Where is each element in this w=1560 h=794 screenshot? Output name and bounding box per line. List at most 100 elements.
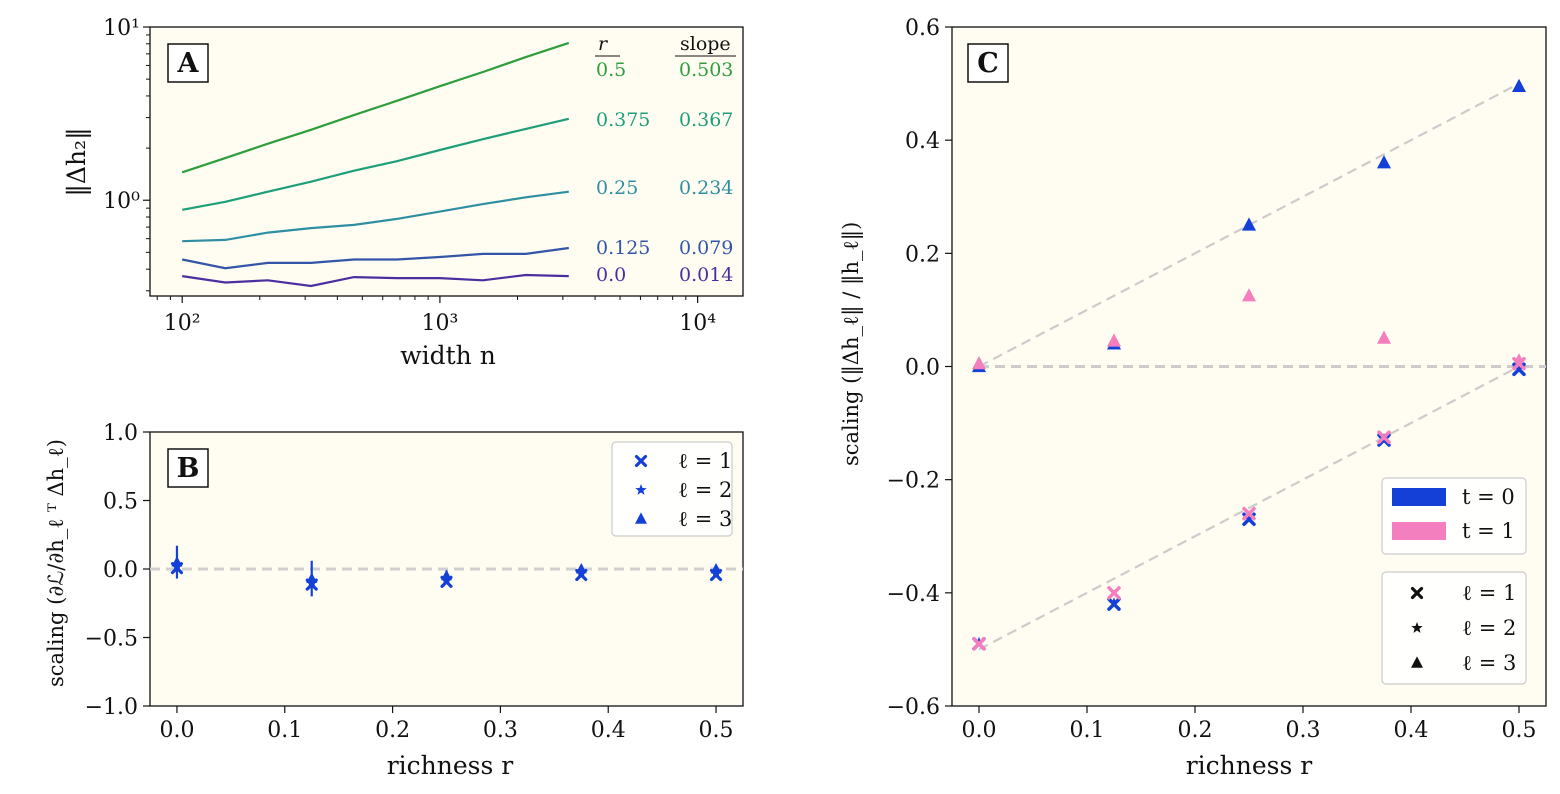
panel-c-point-t1-layer-3 (1377, 330, 1391, 344)
panel-b-y-axis-label: scaling (∂ℒ/∂h_ℓ ᵀ Δh_ℓ) (44, 439, 68, 687)
panel-b-y-tick-label: −1.0 (85, 695, 138, 720)
panel-a-table-slope-value: 0.014 (679, 264, 733, 286)
panel-b-legend-label: ℓ = 1 (678, 449, 732, 473)
panel-b-legend-marker-layer-1 (634, 454, 648, 468)
panel-a-table-slope-value: 0.234 (679, 177, 733, 199)
panel-c-x-tick-label: 0.4 (1394, 718, 1429, 743)
panel-c-legend-layer-label: ℓ = 1 (1462, 581, 1516, 605)
panel-b-chart: 0.0 0.1 0.2 0.3 0.4 0.5 −1.0 −0.5 0.0 0.5 1.0 B ℓ… (44, 421, 744, 780)
panel-c-y-tick-label: −0.2 (887, 469, 940, 494)
panel-b-x-tick-label: 0.5 (699, 718, 734, 743)
panel-c-legend-marker-layer-2 (1411, 622, 1423, 633)
panel-b-point-layer-2 (441, 573, 452, 584)
panel-c-point-t1-layer-3 (1242, 288, 1256, 302)
panel-c-y-tick-label: 0.2 (905, 242, 940, 267)
panel-a-series-line-r-0.0 (182, 273, 569, 288)
panel-c-point-t1-layer-1 (1512, 356, 1526, 371)
panel-c-y-axis-label: scaling (‖Δh_ℓ‖ / ‖h_ℓ‖) (839, 222, 864, 466)
panel-c-x-tick-label: 0.5 (1502, 718, 1537, 743)
panel-c-x-tick-label: 0.2 (1178, 718, 1213, 743)
panel-b-legend-label: ℓ = 2 (678, 478, 732, 502)
panel-b-label-box (167, 448, 209, 488)
panel-a-table-r-value: 0.0 (596, 264, 626, 286)
panel-b-point-layer-2 (306, 576, 317, 586)
panel-c-point-t1-layer-1 (1107, 586, 1121, 600)
panel-c-x-axis-label: richness r (1186, 751, 1313, 780)
panel-c-legend-time: t = 0 t = 1 (1381, 477, 1527, 555)
panel-a-series-line-r-0.375 (181, 117, 570, 211)
panel-c-point-t1-layer-1 (972, 637, 986, 651)
panel-a-x-tick-label: 10² (164, 311, 201, 336)
panel-c-x-tick-label: 0.0 (962, 718, 997, 743)
panel-b-x-tick-label: 0.2 (375, 718, 410, 743)
panel-a-table-slope-value: 0.367 (679, 109, 733, 131)
panel-b-point-layer-1 (575, 568, 588, 582)
panel-a-series-line-r-0.125 (181, 246, 569, 270)
panel-b-legend-label: ℓ = 3 (678, 507, 732, 531)
panel-c-y-tick-label: 0.6 (905, 16, 940, 41)
panel-b-point-layer-1 (440, 575, 453, 588)
panel-c-point-t1-layer-3 (972, 355, 986, 370)
panel-c-y-tick-label: −0.6 (887, 695, 940, 720)
panel-b-point-layer-2 (710, 566, 722, 577)
panel-a-label: A (177, 48, 200, 79)
panel-c-y-tick-label: −0.4 (887, 582, 940, 607)
panel-b-x-tick-label: 0.0 (159, 718, 194, 743)
panel-b-label: B (177, 453, 200, 484)
panel-b-legend-marker-layer-3 (635, 512, 647, 524)
panel-b-point-layer-1 (709, 568, 723, 582)
panel-c-y-tick-label: 0.0 (905, 356, 940, 381)
panel-b-point-layer-2 (576, 566, 587, 577)
panel-b-y-tick-label: −0.5 (85, 627, 138, 652)
panel-a-table-r-header: r (598, 33, 609, 55)
panel-a-plot-area (149, 26, 744, 297)
panel-a-table-slope-value: 0.503 (679, 59, 733, 81)
panel-c-legend-marker-layer-3 (1411, 656, 1423, 668)
panel-c-legend-marker-layer-1 (1410, 586, 1424, 600)
panel-c-x-tick-label: 0.3 (1286, 718, 1321, 743)
panel-c-point-t0-layer-3 (1512, 78, 1526, 93)
panel-b-x-axis-label: richness r (387, 751, 514, 780)
panel-c-legend-layer: ℓ = 1 ℓ = 2 ℓ = 3 (1381, 571, 1527, 685)
panel-b-legend-marker-layer-2 (635, 484, 647, 495)
panel-c-label: C (977, 48, 999, 79)
panel-b-x-tick-label: 0.4 (591, 718, 626, 743)
svg-text:scaling (‖Δh_ℓ‖ / ‖h_ℓ‖): scaling (‖Δh_ℓ‖ / ‖h_ℓ‖) (839, 222, 864, 466)
panel-b-y-tick-label: 1.0 (103, 421, 138, 446)
panel-c-point-t1-layer-3 (1107, 333, 1121, 347)
panel-b-x-tick-label: 0.3 (483, 718, 518, 743)
panel-a-x-tick-label: 10⁴ (679, 311, 716, 336)
panel-a-y-tick-label: 10¹ (103, 16, 140, 41)
panel-c-legend-layer-label: ℓ = 3 (1462, 651, 1516, 675)
panel-c-point-t1-layer-1 (1377, 430, 1391, 444)
panel-c-legend-swatch-t0 (1392, 488, 1446, 506)
panel-a-table-r-value: 0.125 (596, 237, 650, 259)
panel-b-point-layer-1 (170, 562, 184, 575)
panel-a-table-r-value: 0.25 (596, 177, 638, 199)
panel-c-legend-time-label: t = 1 (1462, 519, 1515, 543)
panel-c-legend-swatch-t1 (1392, 522, 1446, 540)
panel-c-point-t1-layer-1 (1242, 506, 1256, 521)
panel-b-x-tick-label: 0.1 (267, 718, 302, 743)
panel-a-table-r-value: 0.5 (596, 59, 626, 81)
panel-c-point-t0-layer-1 (1377, 433, 1391, 447)
panel-c-x-tick-label: 0.1 (1070, 718, 1105, 743)
panel-c-label-box (967, 43, 1009, 83)
svg-text:scaling (∂ℒ/∂h_ℓ ᵀ Δh_ℓ): scaling (∂ℒ/∂h_ℓ ᵀ Δh_ℓ) (44, 439, 68, 687)
panel-b-legend: ℓ = 1 ℓ = 2 ℓ = 3 (611, 441, 733, 537)
panel-a-table-r-value: 0.375 (596, 109, 650, 131)
panel-b-y-tick-label: 0.0 (103, 558, 138, 583)
panel-a-y-tick-label: 10⁰ (103, 189, 140, 214)
panel-a-label-box (167, 43, 209, 83)
panel-a-x-axis-label: width n (400, 341, 496, 370)
panel-c-point-t0-layer-3 (1242, 217, 1256, 231)
panel-b-point-layer-2 (171, 559, 183, 570)
panel-c-point-t0-layer-3 (1377, 155, 1391, 169)
panel-a-chart: 10² 10³ 10⁴ 10⁰ 10¹ r slope 0.5 0.503 0.375 0.… (62, 16, 744, 370)
panel-a-y-axis-label: ‖Δh₂‖ (62, 127, 92, 196)
panel-b-point-layer-1 (305, 578, 318, 591)
panel-b-y-tick-label: 0.5 (103, 490, 138, 515)
panel-c-point-t1-layer-3 (1512, 353, 1526, 367)
panel-a-table-slope-value: 0.079 (679, 237, 733, 259)
